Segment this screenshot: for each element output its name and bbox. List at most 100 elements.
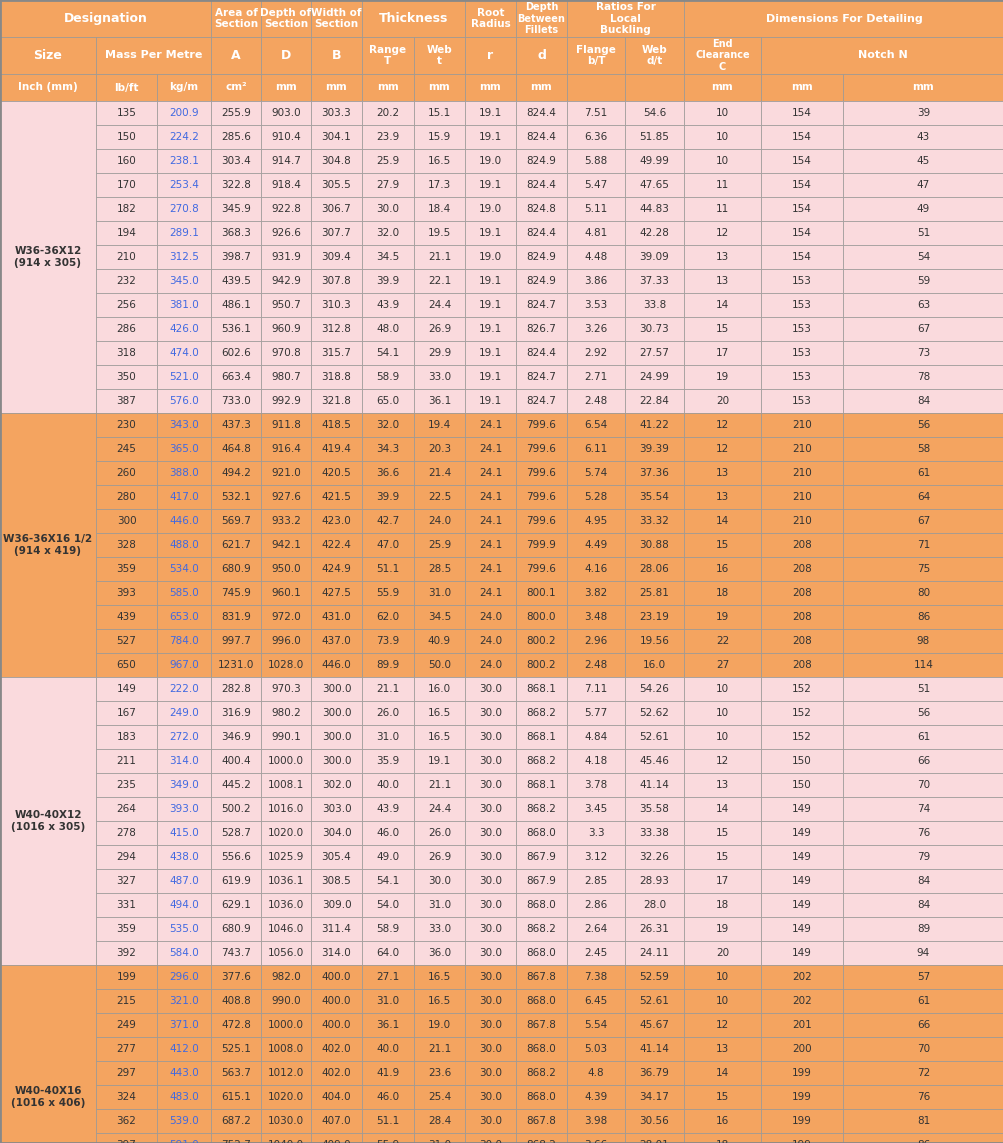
Text: 16.5: 16.5 [427, 732, 450, 742]
Text: 427.5: 427.5 [321, 588, 351, 598]
Text: 30.0: 30.0 [478, 1140, 502, 1143]
Text: 30.0: 30.0 [478, 996, 502, 1006]
Bar [683, 533, 760, 557]
Text: 26.31: 26.31 [639, 924, 669, 934]
Bar [211, 677, 261, 701]
Text: 49.99: 49.99 [639, 155, 669, 166]
Bar [261, 1133, 311, 1143]
Bar [261, 0, 311, 37]
Bar [211, 821, 261, 845]
Text: 868.0: 868.0 [527, 828, 556, 838]
Bar [261, 845, 311, 869]
Text: 942.9: 942.9 [271, 275, 301, 286]
Bar [516, 74, 567, 101]
Text: 426.0: 426.0 [169, 323, 199, 334]
Text: 149: 149 [791, 828, 811, 838]
Bar [843, 869, 1003, 893]
Bar [516, 1133, 567, 1143]
Text: 13: 13 [715, 275, 728, 286]
Text: 584.0: 584.0 [169, 948, 199, 958]
Text: Size: Size [33, 49, 62, 62]
Text: 30.0: 30.0 [427, 876, 450, 886]
Text: 972.0: 972.0 [271, 612, 301, 622]
Text: 25.4: 25.4 [427, 1092, 450, 1102]
Text: 24.11: 24.11 [639, 948, 669, 958]
Text: 371.0: 371.0 [169, 1020, 199, 1030]
Bar [211, 797, 261, 821]
Bar [567, 173, 625, 197]
Bar [211, 749, 261, 773]
Text: 22: 22 [715, 636, 728, 646]
Bar [211, 773, 261, 797]
Bar [261, 869, 311, 893]
Bar [0, 74, 96, 101]
Text: 22.1: 22.1 [427, 275, 450, 286]
Bar [464, 341, 516, 365]
Bar [96, 149, 156, 173]
Bar [760, 293, 843, 317]
Text: 30.0: 30.0 [478, 1116, 502, 1126]
Bar [843, 917, 1003, 941]
Text: 51.1: 51.1 [376, 563, 399, 574]
Bar [362, 509, 413, 533]
Text: 4.49: 4.49 [584, 539, 607, 550]
Text: Mass Per Metre: Mass Per Metre [104, 50, 202, 61]
Text: 15: 15 [715, 828, 728, 838]
Text: 931.9: 931.9 [271, 251, 301, 262]
Text: 2.64: 2.64 [584, 924, 607, 934]
Bar [96, 1085, 156, 1109]
Bar [516, 221, 567, 245]
Bar [516, 365, 567, 389]
Bar [96, 869, 156, 893]
Bar [760, 1061, 843, 1085]
Bar [211, 509, 261, 533]
Text: 149: 149 [791, 924, 811, 934]
Text: 4.81: 4.81 [584, 227, 607, 238]
Bar [567, 581, 625, 605]
Text: 94: 94 [916, 948, 929, 958]
Text: 200.9: 200.9 [170, 107, 199, 118]
Text: mm: mm [275, 82, 297, 93]
Bar [311, 989, 362, 1013]
Bar [156, 749, 211, 773]
Bar [413, 1061, 464, 1085]
Text: 57: 57 [916, 972, 929, 982]
Bar [413, 173, 464, 197]
Text: 52.61: 52.61 [639, 996, 669, 1006]
Bar [843, 341, 1003, 365]
Text: 487.0: 487.0 [169, 876, 199, 886]
Bar [311, 917, 362, 941]
Text: Designation: Designation [63, 11, 147, 25]
Bar [760, 989, 843, 1013]
Bar [362, 437, 413, 461]
Text: 44.83: 44.83 [639, 203, 669, 214]
Bar [311, 293, 362, 317]
Bar [683, 581, 760, 605]
Text: 3.48: 3.48 [584, 612, 607, 622]
Bar [567, 245, 625, 269]
Bar [261, 941, 311, 965]
Bar [413, 749, 464, 773]
Bar [516, 341, 567, 365]
Bar [567, 74, 625, 101]
Bar [760, 389, 843, 413]
Text: 30.0: 30.0 [478, 924, 502, 934]
Text: 21.1: 21.1 [427, 251, 450, 262]
Text: 28.01: 28.01 [639, 1140, 669, 1143]
Text: 867.9: 867.9 [526, 852, 556, 862]
Text: 20: 20 [715, 948, 728, 958]
Bar [96, 581, 156, 605]
Text: 35.58: 35.58 [639, 804, 669, 814]
Text: 15: 15 [715, 539, 728, 550]
Bar [261, 389, 311, 413]
Text: 211: 211 [116, 756, 136, 766]
Text: 13: 13 [715, 467, 728, 478]
Bar [464, 269, 516, 293]
Bar [261, 509, 311, 533]
Text: 331: 331 [116, 900, 136, 910]
Text: 602.6: 602.6 [221, 347, 251, 358]
Text: 27.57: 27.57 [639, 347, 669, 358]
Bar [683, 221, 760, 245]
Bar [413, 677, 464, 701]
Bar [413, 1085, 464, 1109]
